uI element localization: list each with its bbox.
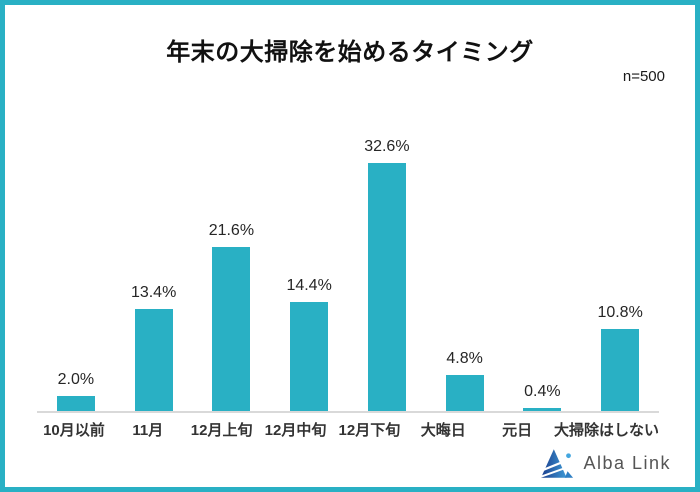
sample-size-label: n=500 — [622, 68, 665, 85]
bar-value-label: 21.6% — [208, 221, 255, 239]
category-label: 12月下旬 — [338, 422, 401, 439]
bar-column: 10.8% — [581, 91, 659, 411]
bar-value-label: 32.6% — [364, 138, 410, 156]
bar — [601, 328, 640, 411]
bar-column: 4.8% — [426, 91, 504, 411]
bar-value-label: 10.8% — [597, 303, 643, 321]
category-label: 元日 — [502, 422, 533, 439]
bar-value-label: 14.4% — [286, 276, 332, 294]
bar — [445, 374, 484, 411]
bar-value-label: 13.4% — [130, 284, 177, 302]
bar — [367, 163, 406, 411]
x-axis-line — [37, 411, 659, 413]
bar-column: 32.6% — [348, 91, 426, 411]
category-label: 大掃除はしない — [554, 422, 660, 439]
x-axis-category-labels: 10月以前 11月 12月上旬 12月中旬 12月下旬 大晦日 元日 大掃除はしない — [37, 419, 659, 440]
category-label: 12月中旬 — [264, 422, 327, 439]
category-label: 10月以前 — [43, 422, 105, 439]
category-label: 大晦日 — [420, 422, 466, 439]
category-label: 12月上旬 — [190, 422, 253, 439]
brand-name: Alba Link — [583, 453, 671, 473]
category-label: 11月 — [132, 422, 164, 439]
bar — [56, 395, 95, 411]
bar-column: 14.4% — [270, 91, 348, 411]
bar — [523, 407, 562, 411]
bar-value-label: 2.0% — [57, 370, 95, 388]
brand-logo: Alba Link — [541, 448, 671, 479]
bar-column: 13.4% — [115, 91, 193, 411]
bar-value-label: 4.8% — [446, 349, 483, 367]
bar-column: 0.4% — [504, 91, 582, 411]
bar-column: 21.6% — [193, 91, 271, 411]
bar — [290, 301, 329, 411]
bar-value-label: 0.4% — [524, 382, 561, 400]
bar — [134, 309, 173, 411]
chart-title: 年末の大掃除を始めるタイミング — [166, 39, 534, 66]
albalink-logo-icon — [541, 449, 574, 478]
bar — [212, 246, 251, 411]
bar-chart-plot-area: 2.0% 13.4% 21.6% 14.4% 32.6% 4.8% 0.4% 10.8% — [37, 91, 659, 411]
bar-column: 2.0% — [37, 91, 115, 411]
